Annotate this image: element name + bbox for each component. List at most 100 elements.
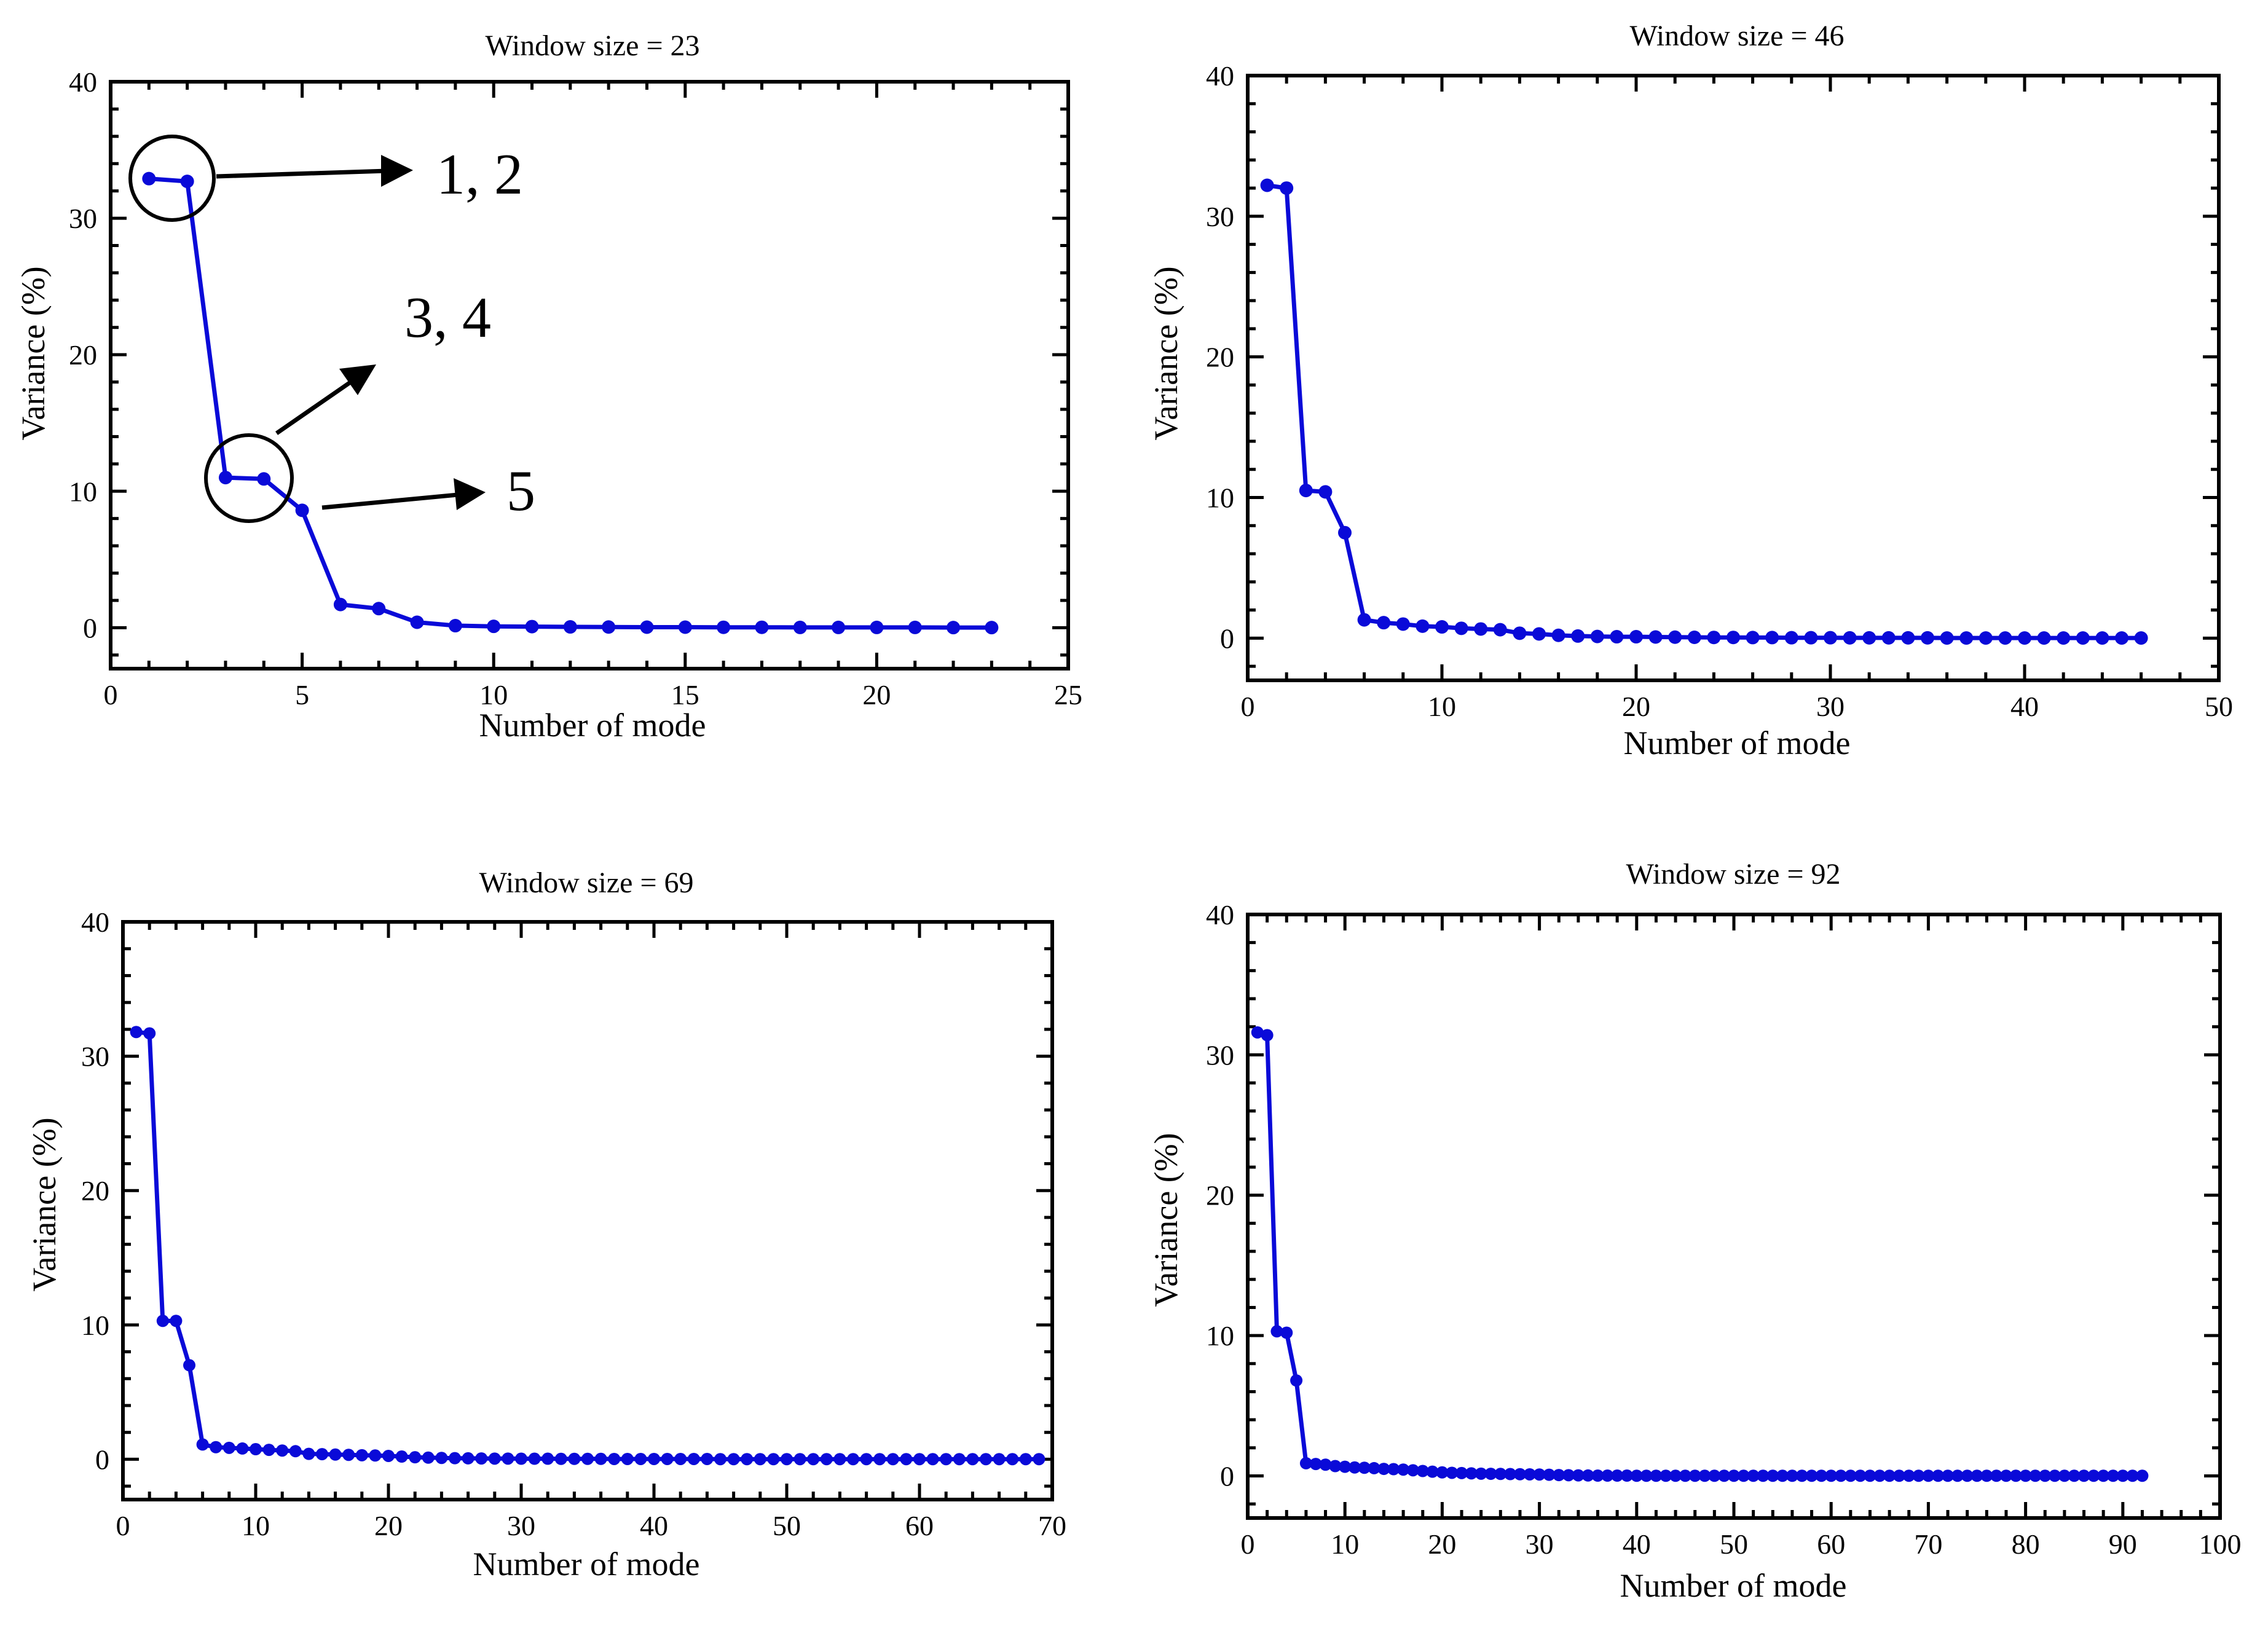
x-axis-label: Number of mode — [473, 1546, 700, 1583]
x-tick-label: 70 — [1914, 1528, 1942, 1560]
data-point — [674, 1452, 687, 1465]
x-tick-label: 40 — [2010, 691, 2039, 722]
chart-title: Window size = 23 — [485, 29, 699, 62]
annotation-group: 1, 2 3, 4 5 — [128, 135, 535, 523]
y-tick-label: 10 — [1206, 482, 1234, 514]
data-point — [1999, 1469, 2012, 1482]
plot-frame — [1246, 913, 2222, 1520]
data-point — [1766, 1469, 1779, 1482]
data-point — [2095, 631, 2109, 645]
y-axis-label: Variance (%) — [15, 266, 52, 440]
data-point — [1368, 1461, 1380, 1474]
data-point — [2077, 1469, 2090, 1482]
x-tick-label: 5 — [295, 679, 309, 710]
data-point — [727, 1453, 740, 1466]
x-axis-label: Number of mode — [1620, 1567, 1847, 1604]
data-point — [2116, 1469, 2129, 1482]
data-point — [886, 1453, 899, 1466]
data-point — [1912, 1469, 1925, 1482]
data-point — [222, 1441, 235, 1454]
chart-title: Window size = 69 — [479, 867, 693, 899]
data-point — [860, 1453, 873, 1466]
data-point — [1650, 1469, 1663, 1482]
data-point — [342, 1449, 355, 1461]
data-point — [180, 175, 194, 189]
data-point — [1377, 616, 1391, 630]
data-point — [1338, 525, 1352, 540]
data-point — [1669, 1469, 1682, 1482]
y-tick-label: 10 — [1206, 1320, 1234, 1351]
chart-title: Window size = 46 — [1629, 20, 1844, 52]
data-point — [640, 620, 654, 634]
data-point — [355, 1449, 368, 1461]
series-line — [1267, 183, 2141, 640]
data-point — [1824, 631, 1837, 645]
data-point — [1280, 181, 1294, 195]
data-point — [2058, 1469, 2071, 1482]
data-point — [262, 1444, 275, 1457]
data-point — [1864, 1469, 1876, 1482]
chart-title: Window size = 92 — [1626, 858, 1840, 891]
data-point — [1523, 1468, 1536, 1481]
data-point — [2029, 1469, 2042, 1482]
data-point — [1251, 1026, 1264, 1039]
y-tick-label: 20 — [1206, 342, 1234, 373]
data-point — [594, 1452, 607, 1465]
data-point — [1835, 1469, 1848, 1482]
y-tick-label: 30 — [81, 1041, 109, 1072]
y-tick-label: 40 — [1206, 60, 1234, 92]
data-point — [1940, 631, 1954, 645]
data-point — [1961, 1469, 1974, 1482]
data-point — [1339, 1460, 1352, 1473]
x-tick-label: 0 — [104, 679, 118, 710]
data-point — [316, 1448, 328, 1461]
data-point — [1611, 1469, 1624, 1482]
data-point — [250, 1443, 262, 1456]
plot-frame — [1246, 74, 2221, 682]
data-point — [1688, 1469, 1701, 1482]
x-tick-label: 15 — [671, 679, 699, 710]
data-point — [1484, 1468, 1497, 1481]
data-point — [1446, 1466, 1459, 1479]
data-point — [1426, 1465, 1439, 1478]
series-line — [136, 1029, 1039, 1461]
x-axis-label: Number of mode — [479, 707, 706, 744]
data-point — [156, 1315, 169, 1327]
data-point — [1971, 1469, 1983, 1482]
data-point — [487, 619, 501, 634]
chart-panel-ws46: Window size = 46 Number of mode Variance… — [1148, 20, 2233, 761]
data-point — [1474, 622, 1488, 636]
x-tick-label: 20 — [374, 1510, 403, 1541]
data-point — [1280, 1326, 1293, 1339]
data-point — [554, 1452, 567, 1465]
annotation-circle-modes-1-2 — [128, 135, 216, 222]
x-tick-label: 0 — [1241, 691, 1255, 722]
x-tick-label: 0 — [1241, 1528, 1255, 1560]
data-point — [1455, 1466, 1468, 1479]
data-point — [218, 471, 232, 485]
y-axis-label: Variance (%) — [26, 1117, 63, 1291]
data-point — [701, 1452, 714, 1465]
data-point — [1329, 1460, 1342, 1473]
data-point — [1590, 629, 1604, 643]
data-point — [661, 1452, 674, 1465]
data-point — [678, 620, 692, 634]
data-point — [1601, 1469, 1614, 1482]
data-point — [329, 1448, 342, 1461]
data-point — [1543, 1468, 1556, 1481]
data-point — [926, 1453, 939, 1466]
arrowhead-icon — [454, 478, 486, 510]
data-point — [847, 1453, 859, 1466]
data-point — [1416, 1465, 1429, 1477]
data-point — [210, 1441, 222, 1453]
data-point — [1358, 1461, 1371, 1474]
y-tick-label: 20 — [69, 339, 97, 371]
data-point — [1454, 621, 1468, 635]
chart-panel-ws69: Window size = 69 Number of mode Variance… — [26, 867, 1066, 1583]
x-tick-label: 20 — [1428, 1528, 1456, 1560]
series-line — [149, 176, 992, 630]
data-point — [581, 1452, 594, 1465]
data-point — [1377, 1463, 1390, 1476]
data-point — [870, 620, 884, 634]
data-point — [1406, 1464, 1419, 1477]
